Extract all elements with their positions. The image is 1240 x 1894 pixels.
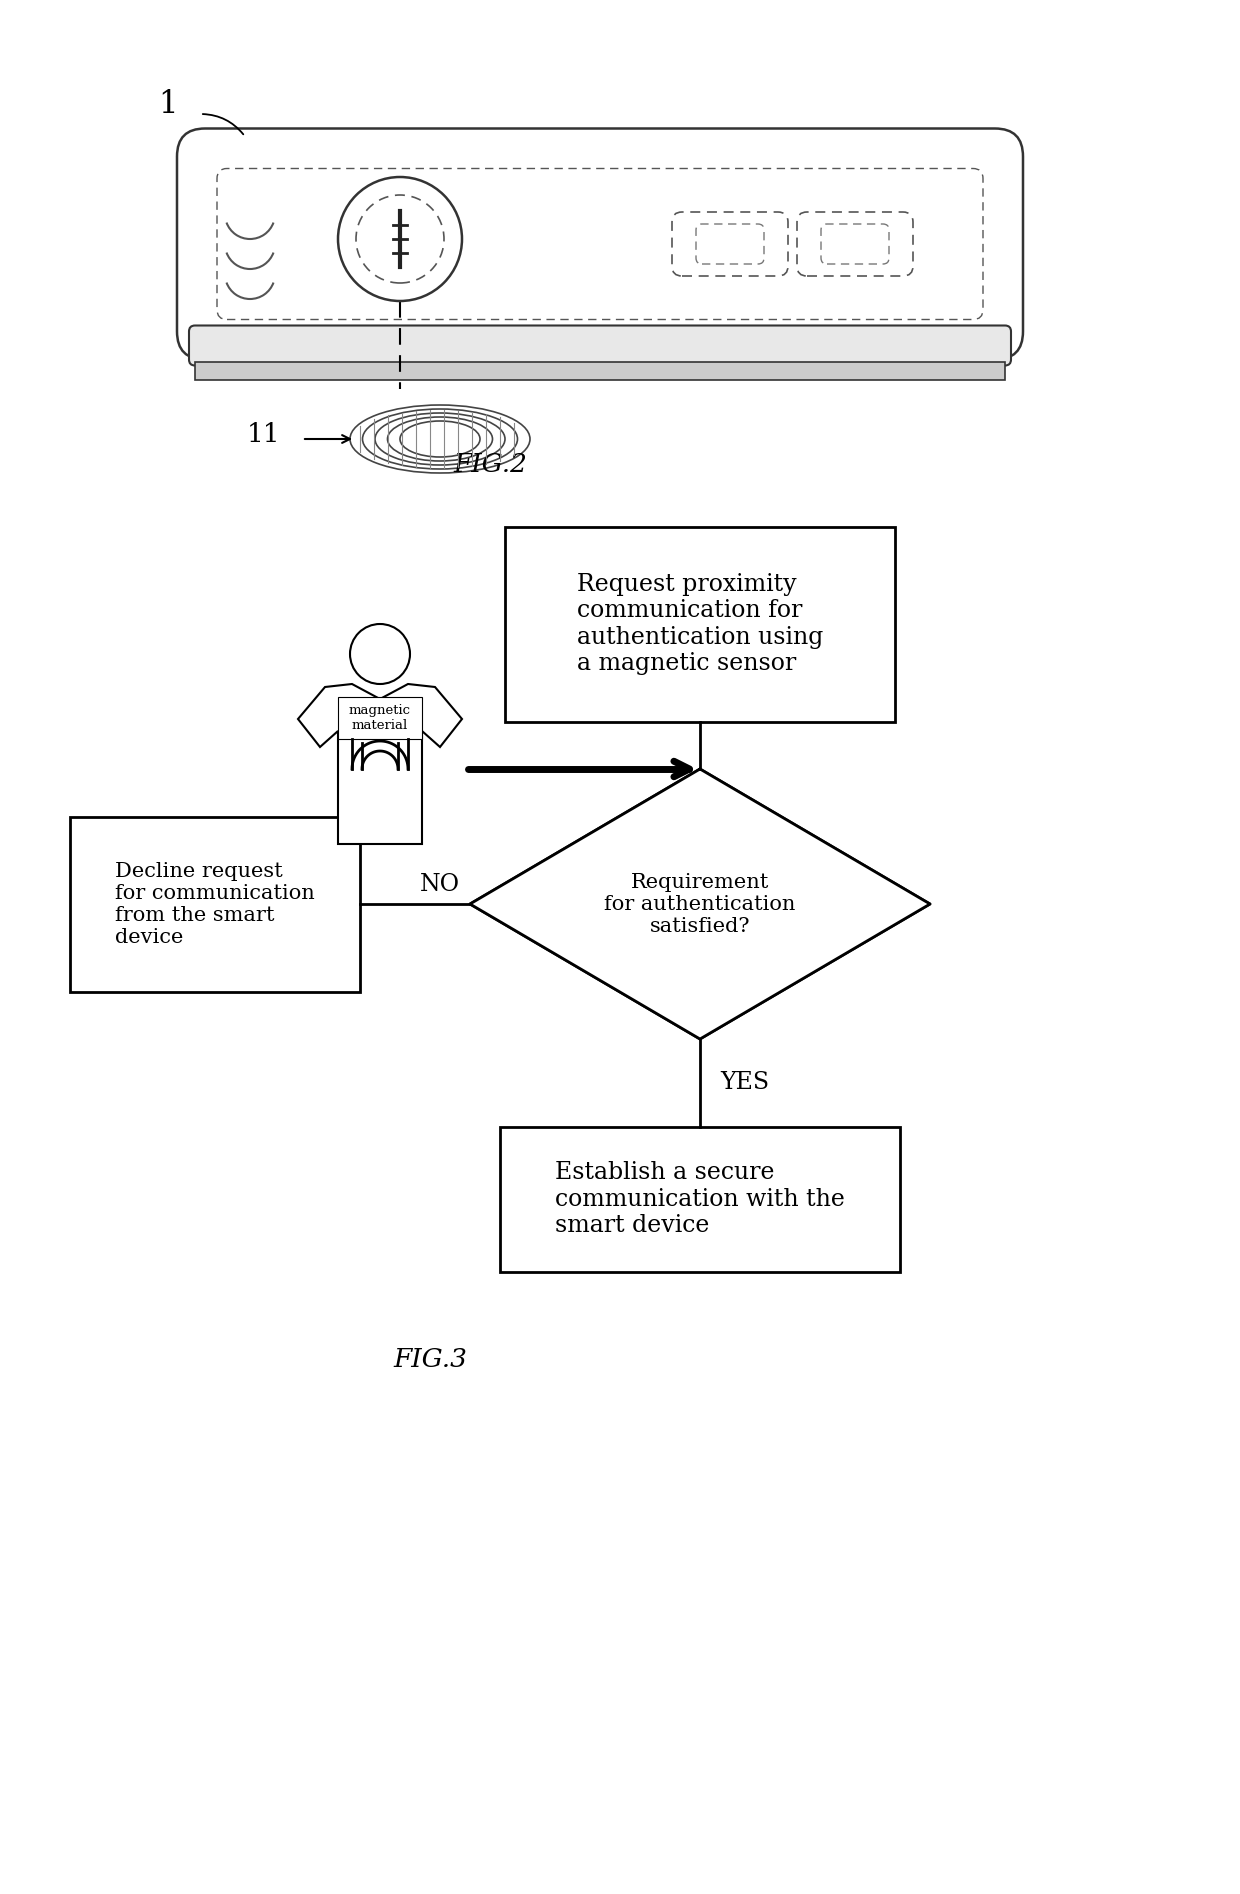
Bar (195, 362, 1004, 379)
FancyBboxPatch shape (672, 212, 787, 277)
FancyBboxPatch shape (339, 697, 422, 739)
Polygon shape (298, 684, 463, 845)
Text: Requirement
for authentication
satisfied?: Requirement for authentication satisfied… (604, 873, 796, 936)
FancyBboxPatch shape (696, 223, 764, 263)
Text: FIG.3: FIG.3 (393, 1347, 467, 1371)
Text: YES: YES (720, 1072, 769, 1095)
Circle shape (339, 176, 463, 301)
FancyBboxPatch shape (188, 326, 1011, 366)
Text: NO: NO (420, 873, 460, 896)
Text: Establish a secure
communication with the
smart device: Establish a secure communication with th… (556, 1161, 844, 1237)
Text: 11: 11 (247, 422, 280, 447)
Ellipse shape (350, 405, 529, 474)
Ellipse shape (387, 417, 492, 460)
Text: 1: 1 (159, 89, 177, 119)
FancyBboxPatch shape (69, 816, 360, 991)
FancyBboxPatch shape (797, 212, 913, 277)
Text: FIG.2: FIG.2 (453, 451, 527, 477)
Text: magnetic
material: magnetic material (348, 705, 410, 731)
Polygon shape (470, 769, 930, 1040)
FancyBboxPatch shape (821, 223, 889, 263)
FancyBboxPatch shape (177, 129, 1023, 360)
Text: Request proximity
communication for
authentication using
a magnetic sensor: Request proximity communication for auth… (577, 572, 823, 676)
FancyBboxPatch shape (505, 527, 895, 722)
Ellipse shape (362, 409, 517, 470)
Text: Decline request
for communication
from the smart
device: Decline request for communication from t… (115, 862, 315, 947)
FancyBboxPatch shape (500, 1127, 900, 1271)
Ellipse shape (374, 413, 505, 466)
FancyBboxPatch shape (217, 169, 983, 320)
Circle shape (356, 195, 444, 282)
Ellipse shape (401, 420, 480, 456)
Circle shape (350, 623, 410, 684)
